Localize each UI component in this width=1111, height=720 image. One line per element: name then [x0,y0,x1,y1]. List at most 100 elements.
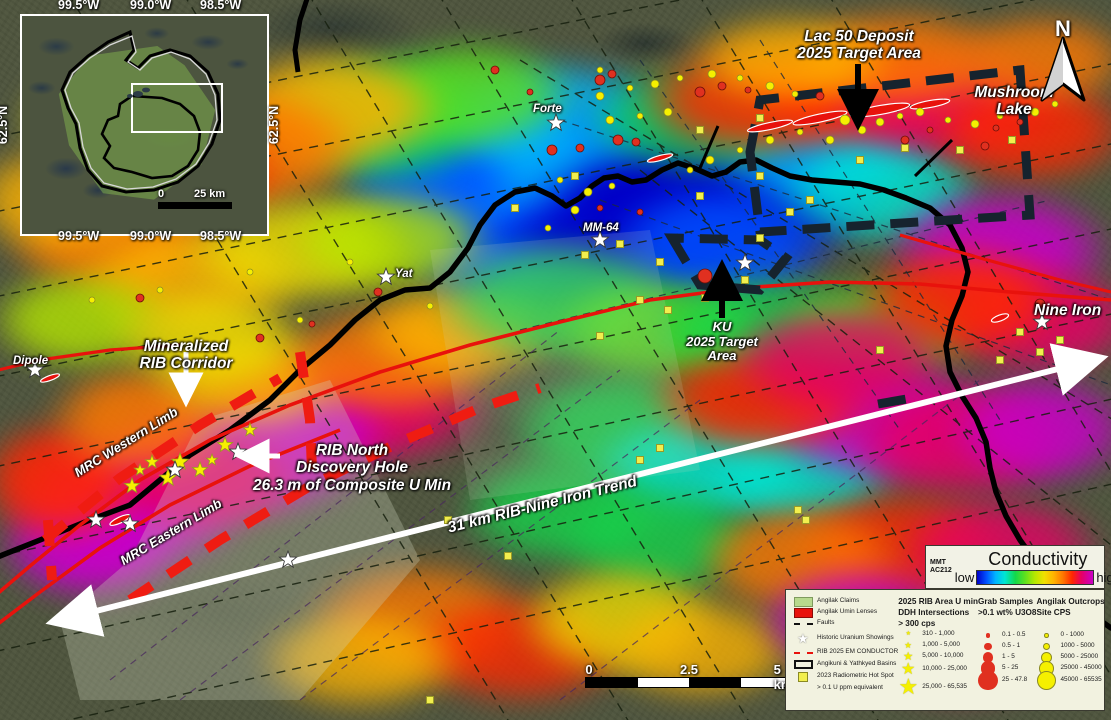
legend-label-em-conductor: RIB 2025 EM CONDUCTOR [817,648,899,656]
north-arrow: N [1040,16,1086,104]
legend-size-label: 5 - 25 [1002,664,1019,672]
grab-sample-point [717,81,727,91]
outcrop-point [570,205,580,215]
legend-note-ppm: > 0.1 U ppm equivalent [817,684,883,691]
scale-bar: 0 2.5 5 km [585,662,793,692]
legend-size-row: ★ 310 - 1,000 [898,629,978,640]
grab-sample-dot-icon [984,643,992,651]
outcrop-point [896,112,904,120]
legend-size-label: 25 - 47.8 [1002,676,1028,684]
inset-lat-left: 62.5°N [0,105,11,145]
legend-label-faults: Faults [817,619,835,627]
inset-lon-top-3: 98.5°W [200,0,242,12]
legend-head-ddh: DDH Intersections [898,608,970,618]
grab-sample-point [612,134,624,146]
historic-uranium-showing-star [278,549,298,569]
grab-sample-point [694,86,706,98]
inset-lon-top-2: 99.0°W [130,0,172,12]
inset-scale-max: 25 km [194,188,226,200]
historic-uranium-showing-star [120,513,140,533]
legend-size-row: 1000 - 5000 [1036,641,1102,652]
conductivity-source: MMT AC212 [930,559,955,574]
conductivity-source-line2: AC212 [930,567,952,574]
claims-swatch-icon [793,596,813,607]
radiometric-hotspot [596,332,604,340]
grab-sample-point [596,204,604,212]
ddh-star-icon: ★ [903,649,914,663]
outcrop-point [944,116,952,124]
lac50-target-box [745,64,1035,237]
ku-target-box [663,233,793,295]
legend-item-em-conductor: RIB 2025 EM CONDUCTOR [793,647,898,658]
umin-lens [990,313,1010,323]
outcrop-point [676,74,684,82]
legend-size-row: 25 - 47.8 [978,671,1036,691]
grab-sample-point [1034,298,1046,310]
outcrop-point [970,119,980,129]
radiometric-hotspot [856,156,864,164]
scale-tick-0: 0 [585,662,593,677]
white-star-icon: ★ [797,630,809,646]
grab-sample-dot-icon [978,671,998,691]
mushroom-lake-leader2 [698,125,720,169]
radiometric-hotspot [444,516,452,524]
historic-uranium-showing-star [25,359,45,379]
conductivity-legend-title: Conductivity [988,549,1088,569]
conductivity-low-label: low [954,570,975,585]
radiometric-hotspot [806,196,814,204]
legend-label-basins: Angikuni & Yathkyed Basins [817,660,897,668]
ddh-star-icon: ★ [904,640,913,651]
radiometric-hotspot [571,172,579,180]
outcrop-point [636,112,644,120]
radiometric-hotspot [696,192,704,200]
legend-size-label: 310 - 1,000 [922,630,955,638]
scale-bar-ticks: 0 2.5 5 km [585,662,793,692]
grab-sample-point [636,208,644,216]
umin-lens-swatch-icon [793,607,813,618]
outcrop-point [346,258,354,266]
radiometric-hotspot [1056,336,1064,344]
radiometric-hotspot [636,456,644,464]
legend-label-hotspot: 2023 Radiometric Hot Spot [817,672,894,680]
legend-size-row: ★ 1,000 - 5,000 [898,640,978,651]
legend-size-row: 0 - 1000 [1036,630,1102,641]
historic-uranium-showing-star [165,459,185,479]
legend-column-grab: Grab Samples >0.1 wt% U3O8 0.1 - 0.5 0.5 … [978,596,1036,706]
grab-sample-point [926,126,934,134]
ddh-intersection-star [242,421,258,437]
umin-lens [646,153,674,163]
grab-sample-point [308,320,316,328]
historic-uranium-showing-star [546,112,566,132]
grab-sample-point [815,91,825,101]
outcrop-point [426,302,434,310]
outcrop-dot-icon [1036,671,1057,691]
grab-sample-point [546,144,558,156]
grab-sample-point [373,287,383,297]
ddh-star-icon: ★ [898,674,918,700]
radiometric-hotspot [756,234,764,242]
inset-location-map: 0 25 km [20,14,269,236]
outcrop-point [544,224,552,232]
legend-head-outcrops: Angilak Outcrops [1036,597,1105,606]
legend-column-ddh: 2025 RIB Area U min DDH Intersections > … [898,596,978,706]
grab-sample-point [255,333,265,343]
ddh-star-icon: ★ [901,660,916,678]
grab-sample-dot-icon [985,633,991,638]
grab-sample-point [1016,118,1024,126]
ddh-intersection-star [158,467,178,487]
historic-uranium-showing-star [590,229,610,249]
inset-scale-zero: 0 [158,188,165,200]
em-conductor-dash-icon [793,651,813,654]
outcrop-point [1051,100,1059,108]
conductivity-anomaly [950,15,1111,105]
radiometric-hotspot [1008,136,1016,144]
outcrop-dot-icon [1044,633,1049,638]
legend-size-row: ★ 10,000 - 25,000 [898,660,978,678]
outcrop-point [583,187,593,197]
radiometric-hotspot [794,506,802,514]
inset-lon-bottom-3: 98.5°W [200,229,242,243]
legend-size-label: 5,000 - 10,000 [922,652,964,660]
fault-dash-icon [793,622,813,625]
